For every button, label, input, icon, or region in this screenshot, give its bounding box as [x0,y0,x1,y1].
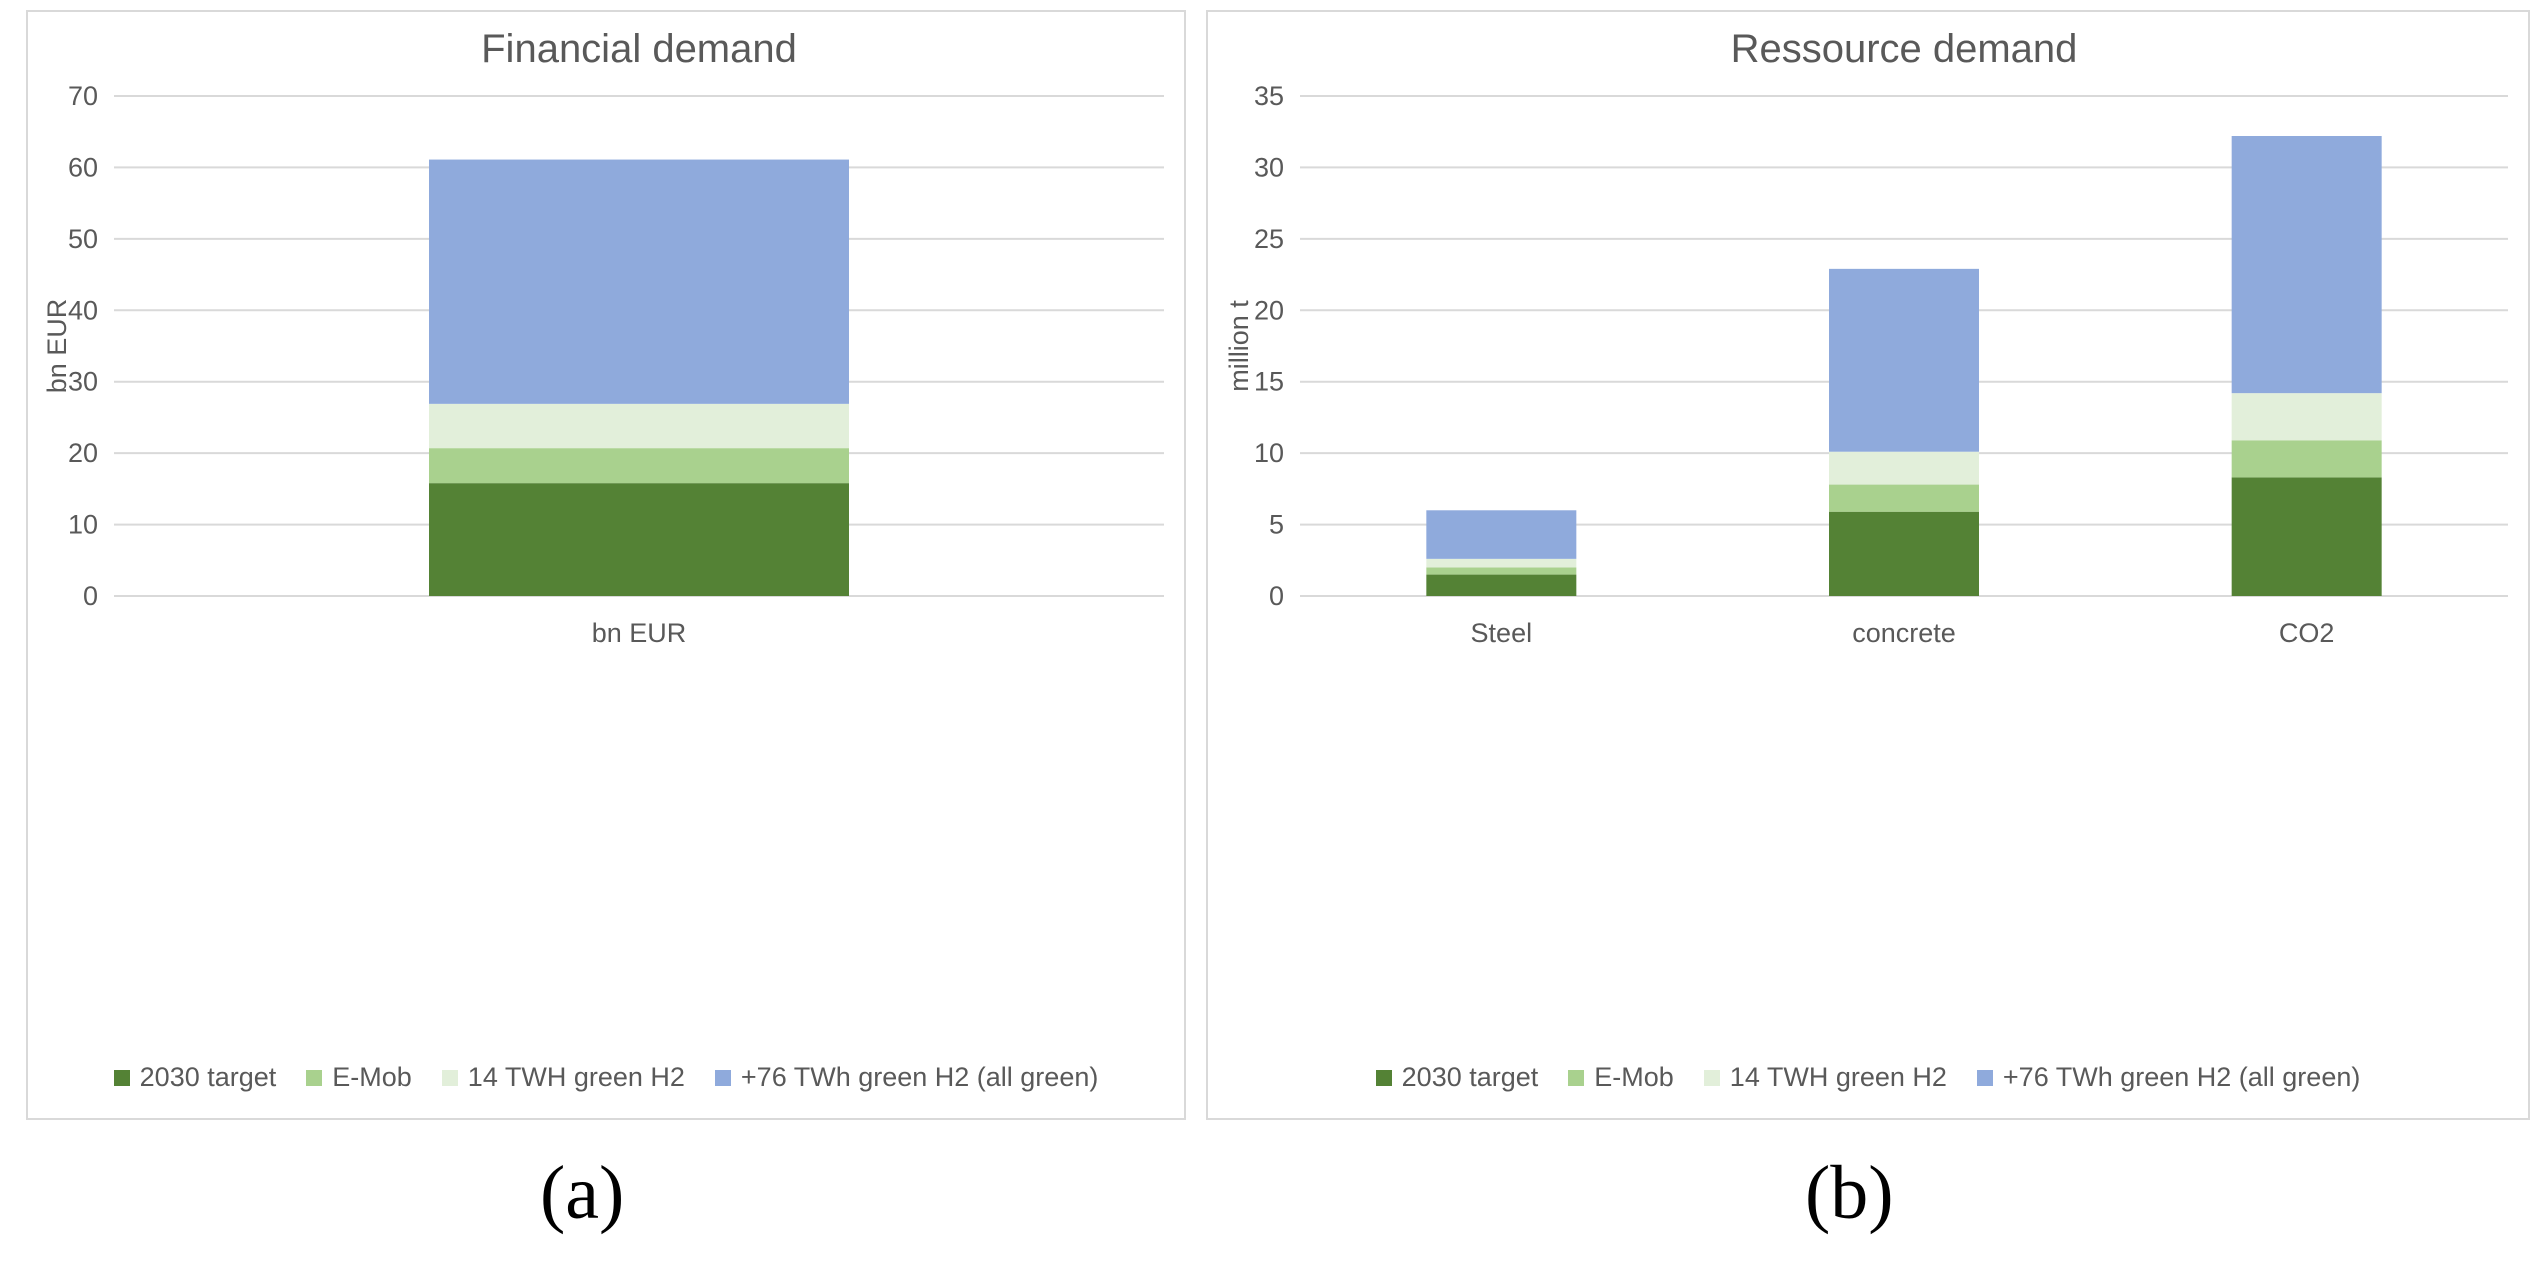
bar-segment-steel-2 [1426,558,1577,568]
legend-swatch [1703,1069,1720,1086]
financial-demand-chart: Financial demand 0 10 20 30 40 50 60 70 bn EUR bn … [42,27,1164,648]
legend-swatch [1568,1069,1585,1086]
y-tick-label: 25 [1254,224,1284,254]
bar-segment-co2-3 [2231,136,2382,394]
bar-segment-co2-1 [2231,440,2382,478]
y-tick-label: 60 [68,152,98,182]
legend-swatch [714,1069,731,1086]
bar-segment-co2-0 [2231,477,2382,596]
y-tick-label: 15 [1254,367,1284,397]
legend-swatch [113,1069,130,1086]
y-axis-title: million t [1224,300,1254,392]
bar-segment-concrete-2 [1829,451,1979,485]
y-tick-label: 10 [1254,438,1284,468]
y-axis-title: bn EUR [42,299,72,394]
y-tick-label: 20 [68,438,98,468]
legend-label: +76 TWh green H2 (all green) [740,1062,1099,1092]
y-tick-label: 0 [83,581,98,611]
legend-label: 14 TWH green H2 [467,1062,685,1092]
bar-segment-co2-2 [2231,393,2382,441]
bar-segment-concrete-1 [1829,484,1979,512]
bar-segment-bn-eur-1 [429,448,849,484]
financial-demand-legend: 2030 target E-Mob 14 TWH green H2 +76 TWh g… [28,1062,1184,1093]
legend-item: +76 TWh green H2 (all green) [714,1062,1099,1093]
legend-label: 14 TWH green H2 [1729,1062,1947,1092]
chart-title: Financial demand [481,27,797,71]
legend-label: +76 TWh green H2 (all green) [2002,1062,2361,1092]
legend-item: 14 TWH green H2 [441,1062,685,1093]
legend-item: 2030 target [113,1062,277,1093]
y-tick-label: 30 [1254,152,1284,182]
ressource-demand-chart-panel: Ressource demand 0 5 10 15 20 25 30 35 million t S… [1206,10,2530,1120]
legend-swatch [1375,1069,1392,1086]
legend-item: E-Mob [306,1062,412,1093]
legend-swatch [306,1069,323,1086]
y-tick-label: 40 [68,295,98,325]
y-tick-label: 5 [1269,510,1284,540]
x-category-label: bn EUR [592,618,687,648]
legend-label: 2030 target [139,1062,277,1092]
bar-segment-steel-0 [1426,574,1577,596]
legend-item: E-Mob [1568,1062,1674,1093]
x-category-label: CO2 [2279,618,2335,648]
financial-demand-chart-panel: Financial demand 0 10 20 30 40 50 60 70 bn EUR bn … [26,10,1186,1120]
legend-label: E-Mob [1594,1062,1674,1092]
panel-label-b: (b) [1805,1151,1894,1235]
bar-segment-steel-3 [1426,510,1577,559]
legend-label: 2030 target [1401,1062,1539,1092]
y-tick-label: 70 [68,81,98,111]
legend-item: 2030 target [1375,1062,1539,1093]
x-category-label: concrete [1852,618,1956,648]
ressource-demand-legend: 2030 target E-Mob 14 TWH green H2 +76 TWh g… [1208,1062,2528,1093]
y-tick-label: 50 [68,224,98,254]
ressource-demand-chart: Ressource demand 0 5 10 15 20 25 30 35 million t S… [1224,27,2508,648]
bar-segment-bn-eur-3 [429,159,849,404]
bar-segment-concrete-3 [1829,268,1979,452]
x-category-label: Steel [1471,618,1533,648]
y-tick-label: 0 [1269,581,1284,611]
legend-item: 14 TWH green H2 [1703,1062,1947,1093]
legend-item: +76 TWh green H2 (all green) [1976,1062,2361,1093]
legend-swatch [441,1069,458,1086]
legend-label: E-Mob [332,1062,412,1092]
panel-label-a: (a) [540,1151,625,1235]
bar-segment-concrete-0 [1829,511,1979,596]
y-tick-label: 30 [68,367,98,397]
legend-swatch [1976,1069,1993,1086]
bar-segment-bn-eur-2 [429,403,849,449]
chart-title: Ressource demand [1731,27,2078,71]
y-tick-label: 35 [1254,81,1284,111]
bar-segment-steel-1 [1426,567,1577,575]
y-tick-label: 20 [1254,295,1284,325]
y-tick-label: 10 [68,510,98,540]
bar-segment-bn-eur-0 [429,483,849,596]
